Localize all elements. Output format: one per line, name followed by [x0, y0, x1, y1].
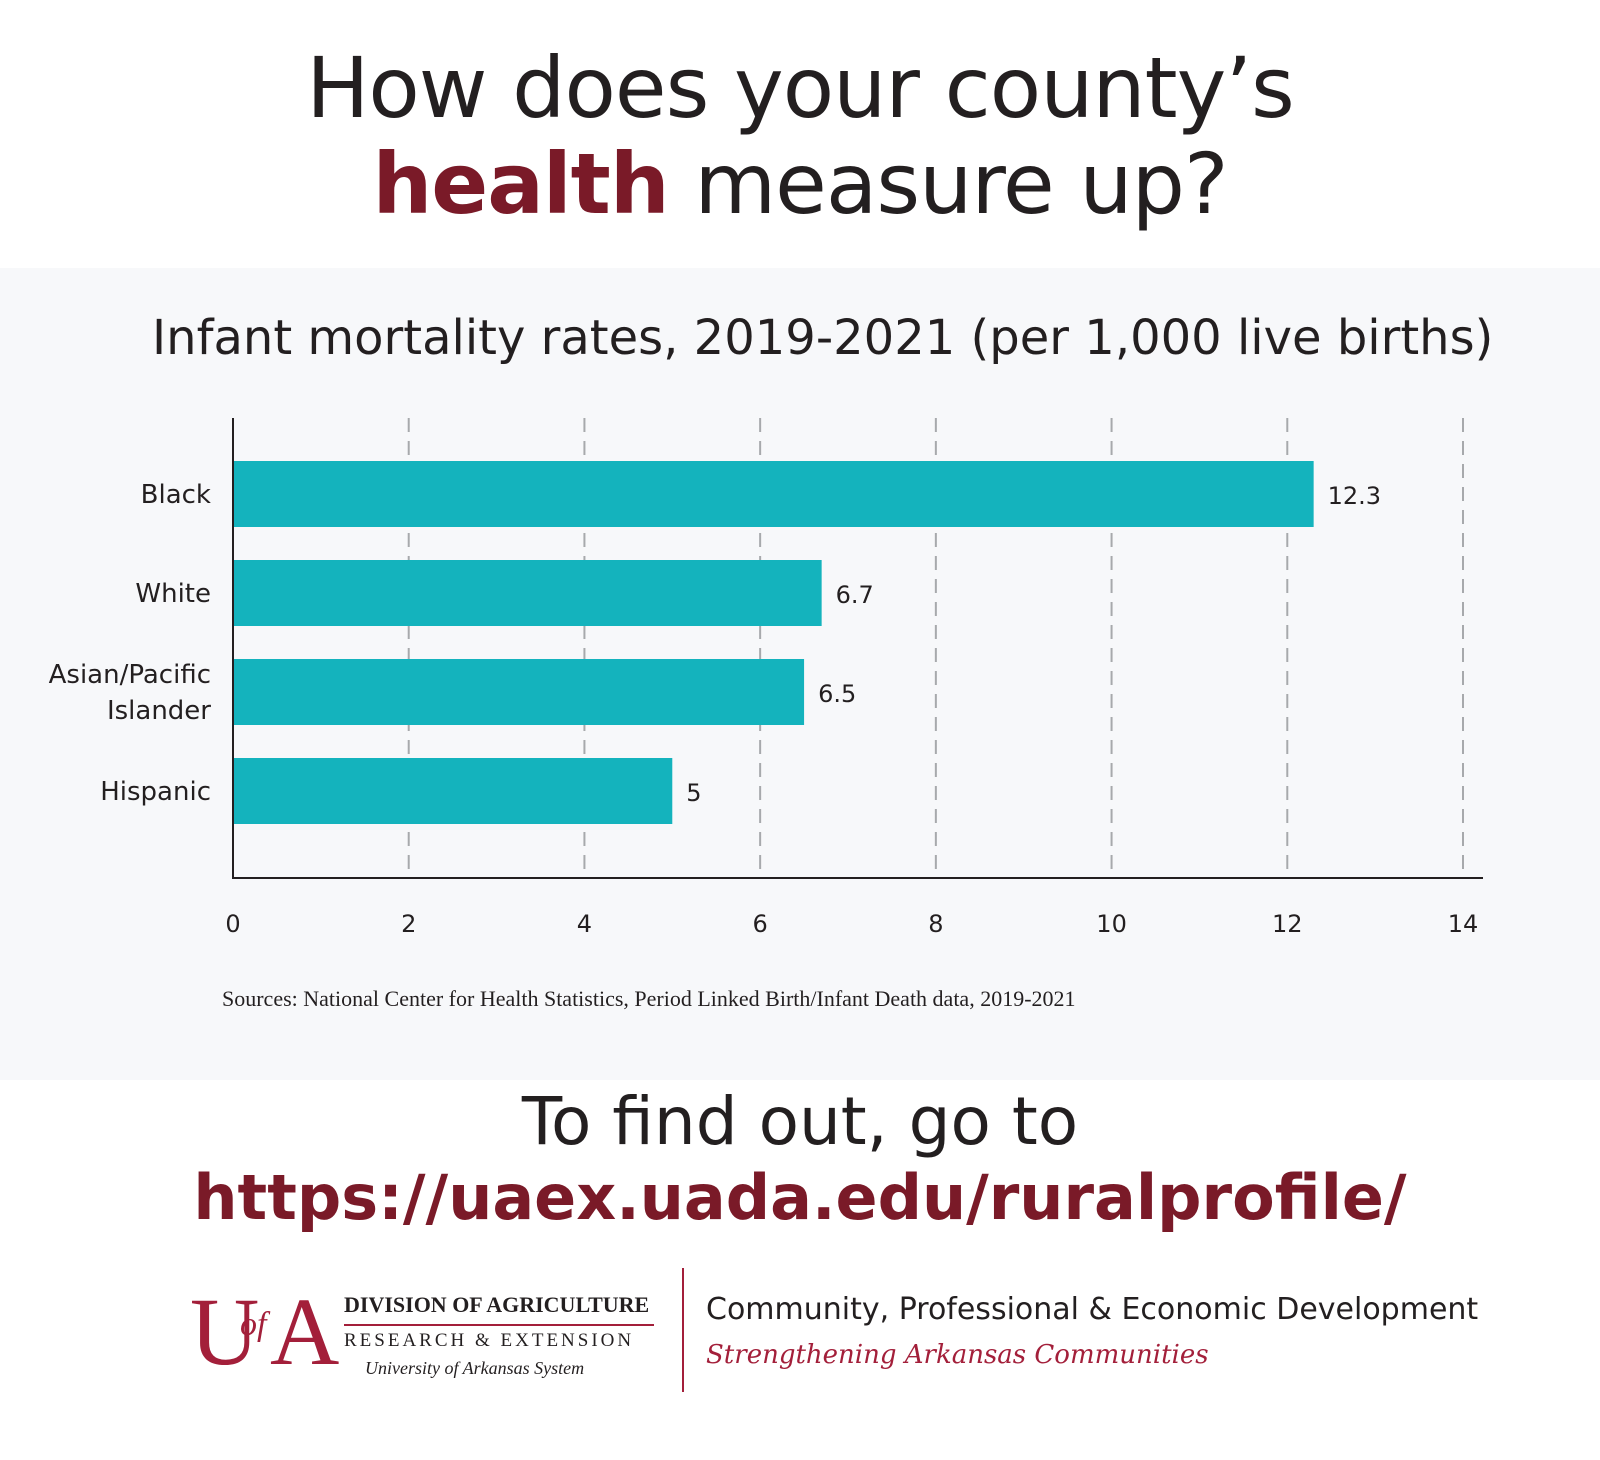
x-tick-label: 0: [225, 910, 240, 938]
cta-text: To find out, go to: [521, 1083, 1079, 1160]
x-tick-label: 6: [753, 910, 768, 938]
bar-value-label: 5: [686, 779, 701, 807]
x-tick-label: 10: [1096, 910, 1127, 938]
division-rule: [344, 1324, 654, 1326]
x-tick-label: 14: [1448, 910, 1479, 938]
category-label: Black: [141, 480, 211, 510]
category-label: Asian/Pacific: [49, 660, 211, 690]
category-label: White: [135, 579, 211, 609]
category-label: Islander: [107, 696, 211, 726]
x-tick-label: 4: [577, 910, 592, 938]
footer-divider: [682, 1268, 684, 1392]
department-name: Community, Professional & Economic Devel…: [706, 1292, 1479, 1327]
x-tick-label: 2: [401, 910, 416, 938]
bar: [233, 758, 673, 824]
bar: [233, 560, 822, 626]
bar: [233, 461, 1314, 527]
division-name: DIVISION OF AGRICULTURE: [344, 1292, 650, 1317]
logo-letters-of: of: [240, 1306, 267, 1343]
logo-letter-a: A: [270, 1278, 340, 1385]
sources-note: Sources: National Center for Health Stat…: [222, 986, 1076, 1011]
bar-value-label: 6.5: [818, 680, 856, 708]
chart-title: Infant mortality rates, 2019-2021 (per 1…: [152, 310, 1494, 366]
bar-value-label: 12.3: [1328, 482, 1381, 510]
bar-value-label: 6.7: [836, 581, 874, 609]
page-headline: How does your county’s health measure up…: [0, 40, 1600, 232]
cta-url-link[interactable]: https://uaex.uada.edu/ruralprofile/: [193, 1161, 1407, 1234]
x-tick-label: 12: [1272, 910, 1303, 938]
category-label: Hispanic: [100, 777, 211, 807]
headline-accent-word: health: [372, 135, 669, 233]
bar-chart: 12.3 Black 6.7 White 6.5 Asian/Pacific Islande…: [49, 418, 1483, 938]
x-tick-label: 8: [928, 910, 943, 938]
headline-line-2-rest: measure up?: [668, 135, 1228, 233]
headline-line-2: health measure up?: [0, 136, 1600, 232]
university-system: University of Arkansas System: [365, 1358, 585, 1378]
uofa-logo: U of A: [190, 1282, 340, 1392]
logo-letter-u: U: [190, 1278, 260, 1385]
research-extension: RESEARCH & EXTENSION: [344, 1330, 635, 1351]
bar: [233, 659, 805, 725]
department-tagline: Strengthening Arkansas Communities: [706, 1340, 1209, 1370]
headline-line-1: How does your county’s: [306, 39, 1295, 137]
